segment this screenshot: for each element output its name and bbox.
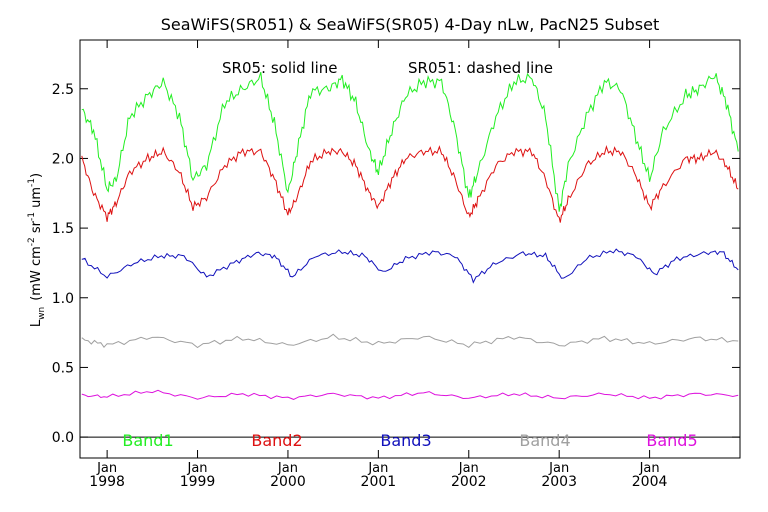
x-tick-label-year: 1999 — [180, 474, 216, 490]
y-axis-label-sup2: -1 — [27, 212, 37, 221]
y-axis-label-sup1: -2 — [27, 237, 37, 246]
y-tick-label: 1.0 — [52, 291, 74, 307]
y-tick-label: 1.5 — [52, 221, 74, 237]
annotation-solid: SR05: solid line — [222, 59, 338, 77]
legend-label-band2: Band2 — [251, 431, 302, 450]
plot-frame — [79, 39, 741, 459]
series-line-band5 — [81, 389, 739, 400]
series-line-band4 — [81, 333, 739, 349]
series-lines — [81, 71, 739, 400]
series-line-band2 — [81, 144, 739, 223]
x-tick-label-month: Jan — [277, 461, 298, 476]
series-line-band3 — [81, 248, 739, 284]
chart-title: SeaWiFS(SR051) & SeaWiFS(SR05) 4-Day nLw… — [161, 15, 660, 34]
x-tick-label-year: 1998 — [89, 474, 125, 490]
x-tick-label-year: 2002 — [451, 474, 487, 490]
y-axis-label-sup3: -1 — [27, 178, 37, 187]
series-line-band1 — [81, 71, 739, 212]
y-axis-label-sr: sr — [29, 220, 44, 237]
legend-label-band3: Band3 — [380, 431, 431, 450]
y-tick-label: 0.5 — [52, 360, 74, 376]
y-axis-label: Lwn(mW cm-2 sr-1 um-1) — [27, 173, 47, 327]
y-axis-label-main: L — [29, 319, 44, 327]
x-tick-label-month: Jan — [548, 461, 569, 476]
y-tick-label: 2.0 — [52, 151, 74, 167]
y-tick-label: 0.0 — [52, 430, 74, 446]
x-tick-label-month: Jan — [187, 461, 208, 476]
legend-label-band4: Band4 — [519, 431, 570, 450]
legend: Band1 Band2 Band3 Band4 Band5 — [122, 431, 697, 450]
legend-label-band5: Band5 — [646, 431, 697, 450]
y-axis: 0.0 0.5 1.0 1.5 2.0 2.5 — [52, 82, 740, 446]
x-tick-label-month: Jan — [96, 461, 117, 476]
y-tick-label: 2.5 — [52, 82, 74, 98]
legend-label-band1: Band1 — [122, 431, 173, 450]
x-tick-label-month: Jan — [367, 461, 388, 476]
x-tick-label-year: 2000 — [270, 474, 306, 490]
x-tick-label-year: 2003 — [541, 474, 577, 490]
x-tick-label-year: 2004 — [632, 474, 668, 490]
x-axis: Jan1998Jan1999Jan2000Jan2001Jan2002Jan20… — [89, 40, 667, 490]
annotation-dashed: SR051: dashed line — [408, 59, 553, 77]
y-axis-label-close: ) — [29, 173, 44, 178]
x-tick-label-year: 2001 — [361, 474, 397, 490]
y-axis-label-um: um — [29, 187, 44, 212]
x-tick-label-month: Jan — [458, 461, 479, 476]
x-tick-label-month: Jan — [639, 461, 660, 476]
y-axis-label-sub: wn — [37, 307, 47, 320]
y-axis-label-units: (mW cm — [29, 246, 44, 301]
